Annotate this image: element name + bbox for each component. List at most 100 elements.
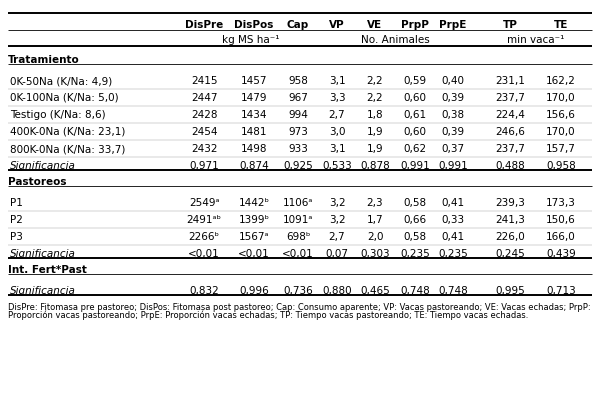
Text: 1,8: 1,8 [367, 110, 383, 120]
Text: 0,58: 0,58 [403, 232, 427, 242]
Text: Significancia: Significancia [10, 286, 76, 296]
Text: 166,0: 166,0 [546, 232, 576, 242]
Text: 0K-50Na (K/Na: 4,9): 0K-50Na (K/Na: 4,9) [10, 76, 112, 86]
Text: P2: P2 [10, 215, 23, 225]
Text: P1: P1 [10, 198, 23, 208]
Text: 0,59: 0,59 [403, 76, 427, 86]
Text: 2447: 2447 [191, 93, 217, 103]
Text: 3,1: 3,1 [329, 76, 346, 86]
Text: 0,995: 0,995 [495, 286, 525, 296]
Text: 0,37: 0,37 [442, 144, 464, 154]
Text: 0,39: 0,39 [442, 127, 464, 137]
Text: 2,3: 2,3 [367, 198, 383, 208]
Text: Testigo (K/Na: 8,6): Testigo (K/Na: 8,6) [10, 110, 106, 120]
Text: P3: P3 [10, 232, 23, 242]
Text: 400K-0Na (K/Na: 23,1): 400K-0Na (K/Na: 23,1) [10, 127, 125, 137]
Text: DisPre: Fitomasa pre pastoreo; DisPos: Fitomasa post pastoreo; Cap: Consumo apar: DisPre: Fitomasa pre pastoreo; DisPos: F… [8, 303, 590, 312]
Text: 156,6: 156,6 [546, 110, 576, 120]
Text: <0,01: <0,01 [282, 249, 314, 259]
Text: Cap: Cap [287, 20, 309, 30]
Text: 237,7: 237,7 [495, 93, 525, 103]
Text: 2491ᵃᵇ: 2491ᵃᵇ [187, 215, 221, 225]
Text: 3,3: 3,3 [329, 93, 346, 103]
Text: 173,3: 173,3 [546, 198, 576, 208]
Text: 2,7: 2,7 [329, 232, 346, 242]
Text: 2549ᵃ: 2549ᵃ [189, 198, 219, 208]
Text: 0,991: 0,991 [400, 161, 430, 171]
Text: PrpP: PrpP [401, 20, 429, 30]
Text: No. Animales: No. Animales [361, 35, 430, 45]
Text: 0,41: 0,41 [442, 198, 464, 208]
Text: TP: TP [503, 20, 517, 30]
Text: 2454: 2454 [191, 127, 217, 137]
Text: 2415: 2415 [191, 76, 217, 86]
Text: 162,2: 162,2 [546, 76, 576, 86]
Text: 958: 958 [288, 76, 308, 86]
Text: 0,303: 0,303 [360, 249, 390, 259]
Text: 0,33: 0,33 [442, 215, 464, 225]
Text: 0,736: 0,736 [283, 286, 313, 296]
Text: 2,0: 2,0 [367, 232, 383, 242]
Text: 0,60: 0,60 [404, 127, 427, 137]
Text: 239,3: 239,3 [495, 198, 525, 208]
Text: 0,38: 0,38 [442, 110, 464, 120]
Text: 0,832: 0,832 [189, 286, 219, 296]
Text: 1399ᵇ: 1399ᵇ [239, 215, 269, 225]
Text: 3,0: 3,0 [329, 127, 345, 137]
Text: <0,01: <0,01 [188, 249, 220, 259]
Text: 3,1: 3,1 [329, 144, 346, 154]
Text: 0,971: 0,971 [189, 161, 219, 171]
Text: 231,1: 231,1 [495, 76, 525, 86]
Text: 0,07: 0,07 [325, 249, 349, 259]
Text: PrpE: PrpE [439, 20, 467, 30]
Text: Tratamiento: Tratamiento [8, 55, 80, 65]
Text: 1457: 1457 [241, 76, 267, 86]
Text: 1434: 1434 [241, 110, 267, 120]
Text: 0,533: 0,533 [322, 161, 352, 171]
Text: 0K-100Na (K/Na: 5,0): 0K-100Na (K/Na: 5,0) [10, 93, 119, 103]
Text: 0,878: 0,878 [360, 161, 390, 171]
Text: 0,62: 0,62 [403, 144, 427, 154]
Text: 2428: 2428 [191, 110, 217, 120]
Text: 0,439: 0,439 [546, 249, 576, 259]
Text: TE: TE [554, 20, 568, 30]
Text: 224,4: 224,4 [495, 110, 525, 120]
Text: 0,235: 0,235 [438, 249, 468, 259]
Text: Pastoreos: Pastoreos [8, 177, 67, 187]
Text: 0,245: 0,245 [495, 249, 525, 259]
Text: DisPre: DisPre [185, 20, 223, 30]
Text: 933: 933 [288, 144, 308, 154]
Text: VP: VP [329, 20, 345, 30]
Text: 170,0: 170,0 [546, 127, 576, 137]
Text: 150,6: 150,6 [546, 215, 576, 225]
Text: 0,39: 0,39 [442, 93, 464, 103]
Text: Significancia: Significancia [10, 161, 76, 171]
Text: 1567ᵃ: 1567ᵃ [239, 232, 269, 242]
Text: 2,2: 2,2 [367, 76, 383, 86]
Text: Proporción vacas pastoreando; PrpE: Proporción vacas echadas; TP: Tiempo vacas p: Proporción vacas pastoreando; PrpE: Prop… [8, 311, 529, 320]
Text: 0,713: 0,713 [546, 286, 576, 296]
Text: 0,748: 0,748 [438, 286, 468, 296]
Text: kg MS ha⁻¹: kg MS ha⁻¹ [222, 35, 280, 45]
Text: <0,01: <0,01 [238, 249, 270, 259]
Text: 246,6: 246,6 [495, 127, 525, 137]
Text: 1,9: 1,9 [367, 144, 383, 154]
Text: 1498: 1498 [241, 144, 267, 154]
Text: 237,7: 237,7 [495, 144, 525, 154]
Text: 0,958: 0,958 [546, 161, 576, 171]
Text: 2,2: 2,2 [367, 93, 383, 103]
Text: 157,7: 157,7 [546, 144, 576, 154]
Text: 1479: 1479 [241, 93, 267, 103]
Text: 0,991: 0,991 [438, 161, 468, 171]
Text: 0,488: 0,488 [495, 161, 525, 171]
Text: DisPos: DisPos [235, 20, 274, 30]
Text: 0,925: 0,925 [283, 161, 313, 171]
Text: 0,66: 0,66 [403, 215, 427, 225]
Text: 0,235: 0,235 [400, 249, 430, 259]
Text: 2432: 2432 [191, 144, 217, 154]
Text: VE: VE [367, 20, 383, 30]
Text: 0,58: 0,58 [403, 198, 427, 208]
Text: 0,465: 0,465 [360, 286, 390, 296]
Text: Int. Fert*Past: Int. Fert*Past [8, 265, 87, 275]
Text: 2,7: 2,7 [329, 110, 346, 120]
